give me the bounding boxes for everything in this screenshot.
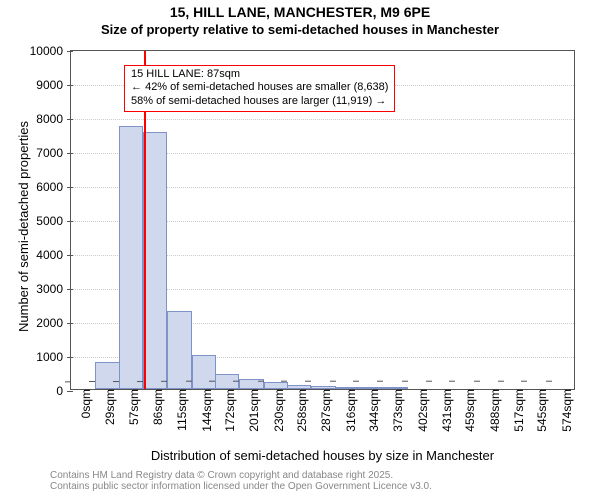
y-tick-label: 6000 — [36, 180, 73, 194]
x-tick-label: 230sqm — [264, 389, 286, 432]
x-tick-label: 57sqm — [119, 389, 141, 425]
attribution-text: Contains HM Land Registry data © Crown c… — [50, 470, 432, 492]
plot-area: 0100020003000400050006000700080009000100… — [70, 50, 575, 390]
y-tick-label: 5000 — [36, 214, 73, 228]
annotation-line: 15 HILL LANE: 87sqm — [131, 68, 388, 82]
x-tick-label: 201sqm — [239, 389, 261, 432]
bar — [119, 126, 143, 390]
x-tick-label: 545sqm — [527, 389, 549, 432]
x-tick-label: 517sqm — [504, 389, 526, 432]
x-tick-label: 459sqm — [455, 389, 477, 432]
x-tick-label: 144sqm — [192, 389, 214, 432]
chart-title: 15, HILL LANE, MANCHESTER, M9 6PE — [0, 4, 600, 20]
chart-subtitle: Size of property relative to semi-detach… — [0, 22, 600, 37]
y-tick-label: 1000 — [36, 350, 73, 364]
annotation-box: 15 HILL LANE: 87sqm← 42% of semi-detache… — [124, 65, 395, 112]
annotation-line: ← 42% of semi-detached houses are smalle… — [131, 81, 388, 95]
x-tick-label: 373sqm — [383, 389, 405, 432]
y-tick-label: 4000 — [36, 248, 73, 262]
x-tick-label: 431sqm — [432, 389, 454, 432]
x-tick-label: 29sqm — [95, 389, 117, 425]
y-tick-label: 10000 — [30, 44, 73, 58]
attribution-line: Contains HM Land Registry data © Crown c… — [50, 470, 432, 481]
bar — [167, 311, 191, 389]
x-tick-label: 86sqm — [143, 389, 165, 425]
y-tick-label: 3000 — [36, 282, 73, 296]
y-tick-label: 8000 — [36, 112, 73, 126]
x-tick-label: 488sqm — [480, 389, 502, 432]
histogram-chart: 15, HILL LANE, MANCHESTER, M9 6PE Size o… — [0, 0, 600, 500]
x-axis-label: Distribution of semi-detached houses by … — [70, 448, 575, 463]
bar — [143, 132, 167, 389]
y-tick-label: 9000 — [36, 78, 73, 92]
y-tick-label: 7000 — [36, 146, 73, 160]
x-tick-label: 287sqm — [311, 389, 333, 432]
x-tick-label: 115sqm — [167, 389, 189, 431]
x-tick-label: 402sqm — [408, 389, 430, 432]
x-tick-label: 574sqm — [552, 389, 574, 432]
bar — [264, 382, 288, 389]
y-axis-label: Number of semi-detached properties — [16, 121, 31, 332]
x-tick-label: 0sqm — [71, 389, 93, 418]
bar — [95, 362, 119, 389]
bar — [192, 355, 216, 389]
gridline — [71, 119, 574, 120]
x-tick-label: 258sqm — [287, 389, 309, 432]
x-tick-label: 344sqm — [359, 389, 381, 432]
x-tick-label: 172sqm — [215, 389, 237, 432]
annotation-line: 58% of semi-detached houses are larger (… — [131, 95, 388, 109]
x-tick-label: 316sqm — [336, 389, 358, 432]
attribution-line: Contains public sector information licen… — [50, 481, 432, 492]
y-tick-label: 2000 — [36, 316, 73, 330]
